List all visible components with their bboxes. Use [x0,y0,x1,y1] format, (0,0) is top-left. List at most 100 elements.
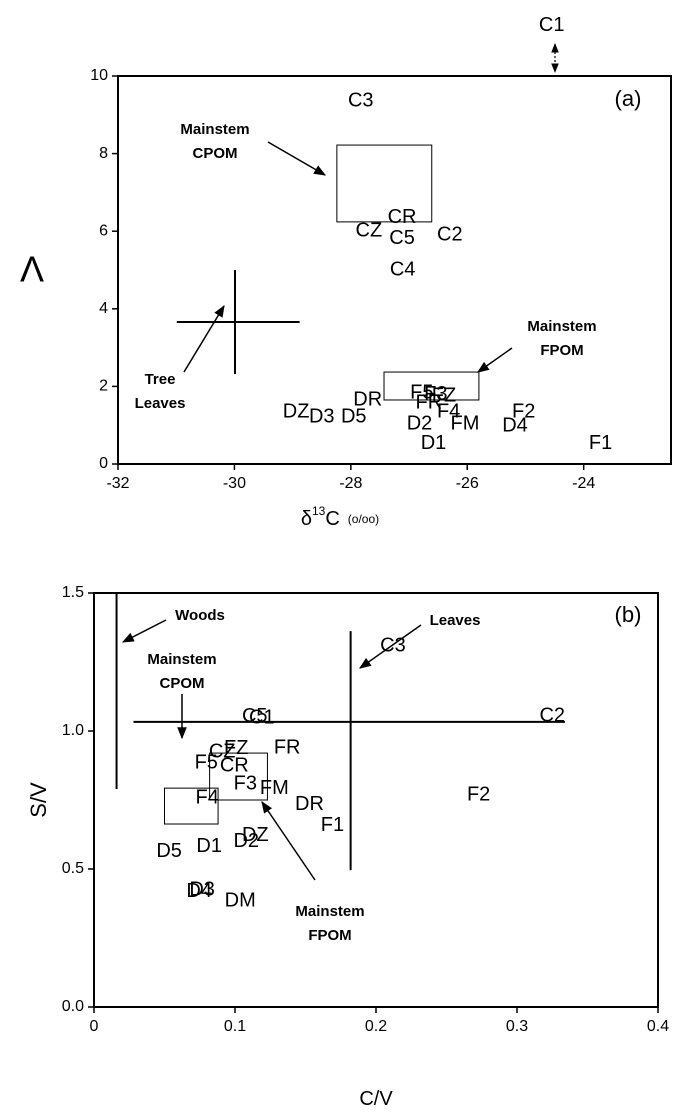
point-label: FM [260,777,289,799]
point-label: F2 [512,400,535,422]
x-axis-label-part: C [325,508,339,530]
point-label: F4 [437,400,460,422]
annotation-arrow [121,619,167,643]
annotation-line: Leaves [135,395,186,412]
y-tick-label: 2 [99,378,108,395]
y-tick-label: 0.5 [62,860,84,877]
x-axis-label-part: C/V [359,1088,393,1110]
annotation-line: CPOM [193,145,238,162]
annotation: Woods [175,607,225,624]
annotation-line: Leaves [430,612,481,629]
point-label: F5 [195,751,218,773]
point-label: DZ [242,824,269,846]
y-tick-label: 0.0 [62,998,84,1015]
x-tick-label: -30 [223,475,246,492]
range-box [383,371,480,401]
annotation-line: FPOM [308,927,351,944]
point-label: CR [388,206,417,228]
point-label: DR [295,793,324,815]
x-tick-label: 0.2 [365,1018,387,1035]
point-label: DZ [283,400,310,422]
annotation: Tree Leaves [135,371,186,412]
y-tick-label: 10 [90,67,108,84]
plot-frame [117,75,672,465]
point-label: D5 [156,840,182,862]
annotation-line: Mainstem [147,651,216,668]
x-axis-label-part: δ [301,508,312,530]
point-label: D2 [233,830,259,852]
annotation: Mainstem CPOM [180,121,249,162]
x-tick-label: 0 [90,1018,99,1035]
annotation: Mainstem FPOM [527,318,596,359]
point-label: D3 [189,878,215,900]
range-box [164,787,219,825]
point-label: D1 [421,432,447,454]
point-label: FM [450,412,479,434]
point-label: F3 [234,772,257,794]
point-label: C5 [242,705,268,727]
point-label: D1 [196,835,222,857]
point-label: C4 [390,258,416,280]
annotation: Mainstem FPOM [295,903,364,944]
point-label: F1 [589,432,612,454]
point-label: C2 [539,704,565,726]
x-axis-label-part: (o/oo) [348,512,379,526]
range-box [336,144,433,223]
point-label: DR [353,388,382,410]
panel-label: (a) [615,86,642,111]
y-axis-label: Λ [20,249,44,290]
point-label: CZ [209,740,236,762]
y-tick-label: 6 [99,222,108,239]
y-tick-label: 1.0 [62,722,84,739]
point-label: C3 [348,90,374,112]
annotation-line: Mainstem [527,318,596,335]
point-label: F5 [410,381,433,403]
x-tick-label: -24 [572,475,595,492]
y-tick-label: 8 [99,145,108,162]
x-tick-label: 0.4 [647,1018,669,1035]
point-label: C2 [437,223,463,245]
x-tick-label: -26 [456,475,479,492]
annotation-line: CPOM [160,675,205,692]
annotation: Leaves [430,612,481,629]
x-axis-label: C/V [359,1088,393,1110]
range-box [209,752,268,801]
point-label: CZ [356,219,383,241]
point-label: C1 [539,14,565,36]
point-label: D4 [186,880,212,902]
point-label: D4 [502,414,528,436]
point-label: F3 [424,383,447,405]
annotation-line: Tree [145,371,176,388]
annotation: Mainstem CPOM [147,651,216,692]
annotation-arrow [267,141,327,176]
point-label: FR [274,736,301,758]
panel-label: (b) [615,602,642,627]
x-tick-label: 0.1 [224,1018,246,1035]
point-label: D5 [341,405,367,427]
x-axis-label: δ13C (o/oo) [301,504,379,530]
annotation-arrow [183,304,225,373]
y-tick-label: 1.5 [62,584,84,601]
point-label: C5 [389,227,415,249]
point-label: FZ [224,737,248,759]
point-label: DM [225,889,256,911]
point-label: F2 [467,783,490,805]
annotation-line: Mainstem [180,121,249,138]
annotation-line: Mainstem [295,903,364,920]
annotation-arrow [359,624,422,669]
y-axis-label: S/V [26,782,51,818]
annotation-arrow [261,801,316,881]
point-label: C1 [249,706,275,728]
point-label: D2 [407,412,433,434]
x-tick-label: 0.3 [506,1018,528,1035]
annotation-line: FPOM [540,342,583,359]
y-tick-label: 0 [99,455,108,472]
x-tick-label: -28 [339,475,362,492]
point-label: D3 [309,405,335,427]
annotation-arrow [477,347,513,373]
y-tick-label: 4 [99,300,108,317]
point-label: FR [416,391,443,413]
x-tick-label: -32 [106,475,129,492]
annotation-line: Woods [175,607,225,624]
